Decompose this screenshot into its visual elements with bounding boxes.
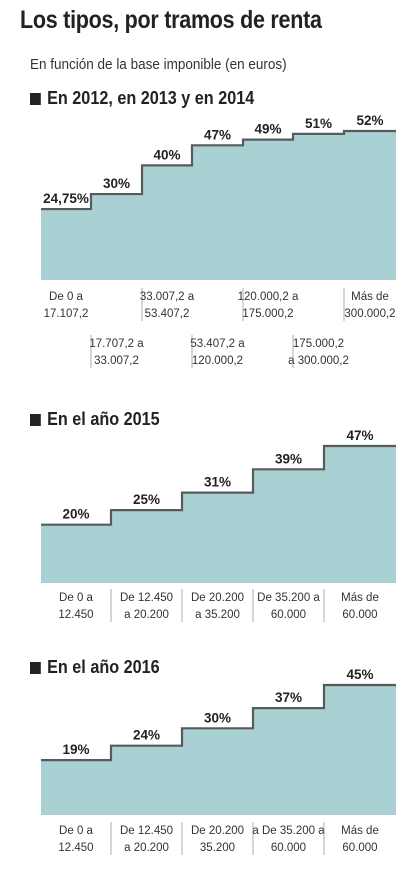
tick-label: Más de xyxy=(341,592,379,604)
step-area xyxy=(41,446,396,583)
value-label: 20% xyxy=(62,507,89,522)
step-bar xyxy=(324,685,396,815)
page-title: Los tipos, por tramos de renta xyxy=(20,6,322,34)
tick-label: 35.200 xyxy=(200,842,235,854)
tick-label: Más de xyxy=(341,825,379,837)
square-bullet-icon xyxy=(30,661,41,674)
section-title-text: En el año 2016 xyxy=(47,657,160,677)
step-area xyxy=(41,685,396,815)
square-bullet-icon xyxy=(30,413,41,426)
step-area xyxy=(41,131,396,280)
tick-label: 17.707,2 a xyxy=(89,338,144,350)
section-title-2012-2014: En 2012, en 2013 y en 2014 xyxy=(30,88,254,109)
tick-label: 60.000 xyxy=(342,842,377,854)
tick-label: Más de xyxy=(351,291,389,303)
value-label: 24,75% xyxy=(43,191,89,206)
value-label: 47% xyxy=(204,127,231,142)
step-bar xyxy=(41,760,111,815)
tick-label: 120.000,2 xyxy=(192,355,243,367)
value-label: 49% xyxy=(254,122,281,137)
value-label: 30% xyxy=(103,176,130,191)
tick-label: 175.000,2 xyxy=(293,338,344,350)
step-outline xyxy=(41,129,396,211)
tick-label: a 35.200 xyxy=(195,609,240,621)
tick-label: 53.407,2 a xyxy=(190,338,245,350)
tick-label: 300.000,2 xyxy=(344,308,395,320)
tick-label: 175.000,2 xyxy=(242,308,293,320)
tick-label: 53.407,2 xyxy=(145,308,190,320)
tick-label: 17.107,2 xyxy=(44,308,89,320)
step-bar xyxy=(111,746,182,815)
tick-label: De 0 a xyxy=(59,592,93,604)
value-label: 19% xyxy=(62,742,89,757)
value-label: 45% xyxy=(346,667,373,682)
page-subtitle: En función de la base imponible (en euro… xyxy=(30,56,287,73)
section-title-text: En el año 2015 xyxy=(47,409,160,429)
tick-label: 12.450 xyxy=(58,609,93,621)
value-label: 24% xyxy=(133,728,160,743)
tick-label: 33.007,2 xyxy=(94,355,139,367)
value-label: 31% xyxy=(204,475,231,490)
step-outline xyxy=(41,683,396,762)
step-outline xyxy=(41,444,396,526)
tick-label: De 20.200 xyxy=(191,592,244,604)
tick-label: 120.000,2 a xyxy=(238,291,299,303)
tick-label: De 12.450 xyxy=(120,592,173,604)
tick-label: De 0 a xyxy=(49,291,83,303)
square-bullet-icon xyxy=(30,92,41,105)
value-label: 52% xyxy=(356,113,383,128)
tick-label: De 12.450 xyxy=(120,825,173,837)
section-title-2015: En el año 2015 xyxy=(30,409,160,430)
tick-label: De 35.200 a xyxy=(257,592,320,604)
tick-label: a 300.000,2 xyxy=(288,355,349,367)
tick-label: 60.000 xyxy=(271,609,306,621)
tick-label: De 20.200 xyxy=(191,825,244,837)
section-title-text: En 2012, en 2013 y en 2014 xyxy=(47,88,255,108)
tick-label: 60.000 xyxy=(271,842,306,854)
value-label: 37% xyxy=(275,690,302,705)
value-label: 40% xyxy=(153,147,180,162)
step-bar xyxy=(253,708,324,815)
tick-label: a De 35.200 a xyxy=(252,825,325,837)
value-label: 25% xyxy=(133,492,160,507)
tick-label: De 0 a xyxy=(59,825,93,837)
tick-label: a 20.200 xyxy=(124,609,169,621)
tick-label: 60.000 xyxy=(342,609,377,621)
tick-label: a 20.200 xyxy=(124,842,169,854)
tick-label: 12.450 xyxy=(58,842,93,854)
value-label: 30% xyxy=(204,710,231,725)
section-title-2016: En el año 2016 xyxy=(30,657,160,678)
value-label: 47% xyxy=(346,428,373,443)
tick-label: 33.007,2 a xyxy=(140,291,195,303)
value-label: 51% xyxy=(305,116,332,131)
step-bar xyxy=(182,728,253,815)
value-label: 39% xyxy=(275,451,302,466)
